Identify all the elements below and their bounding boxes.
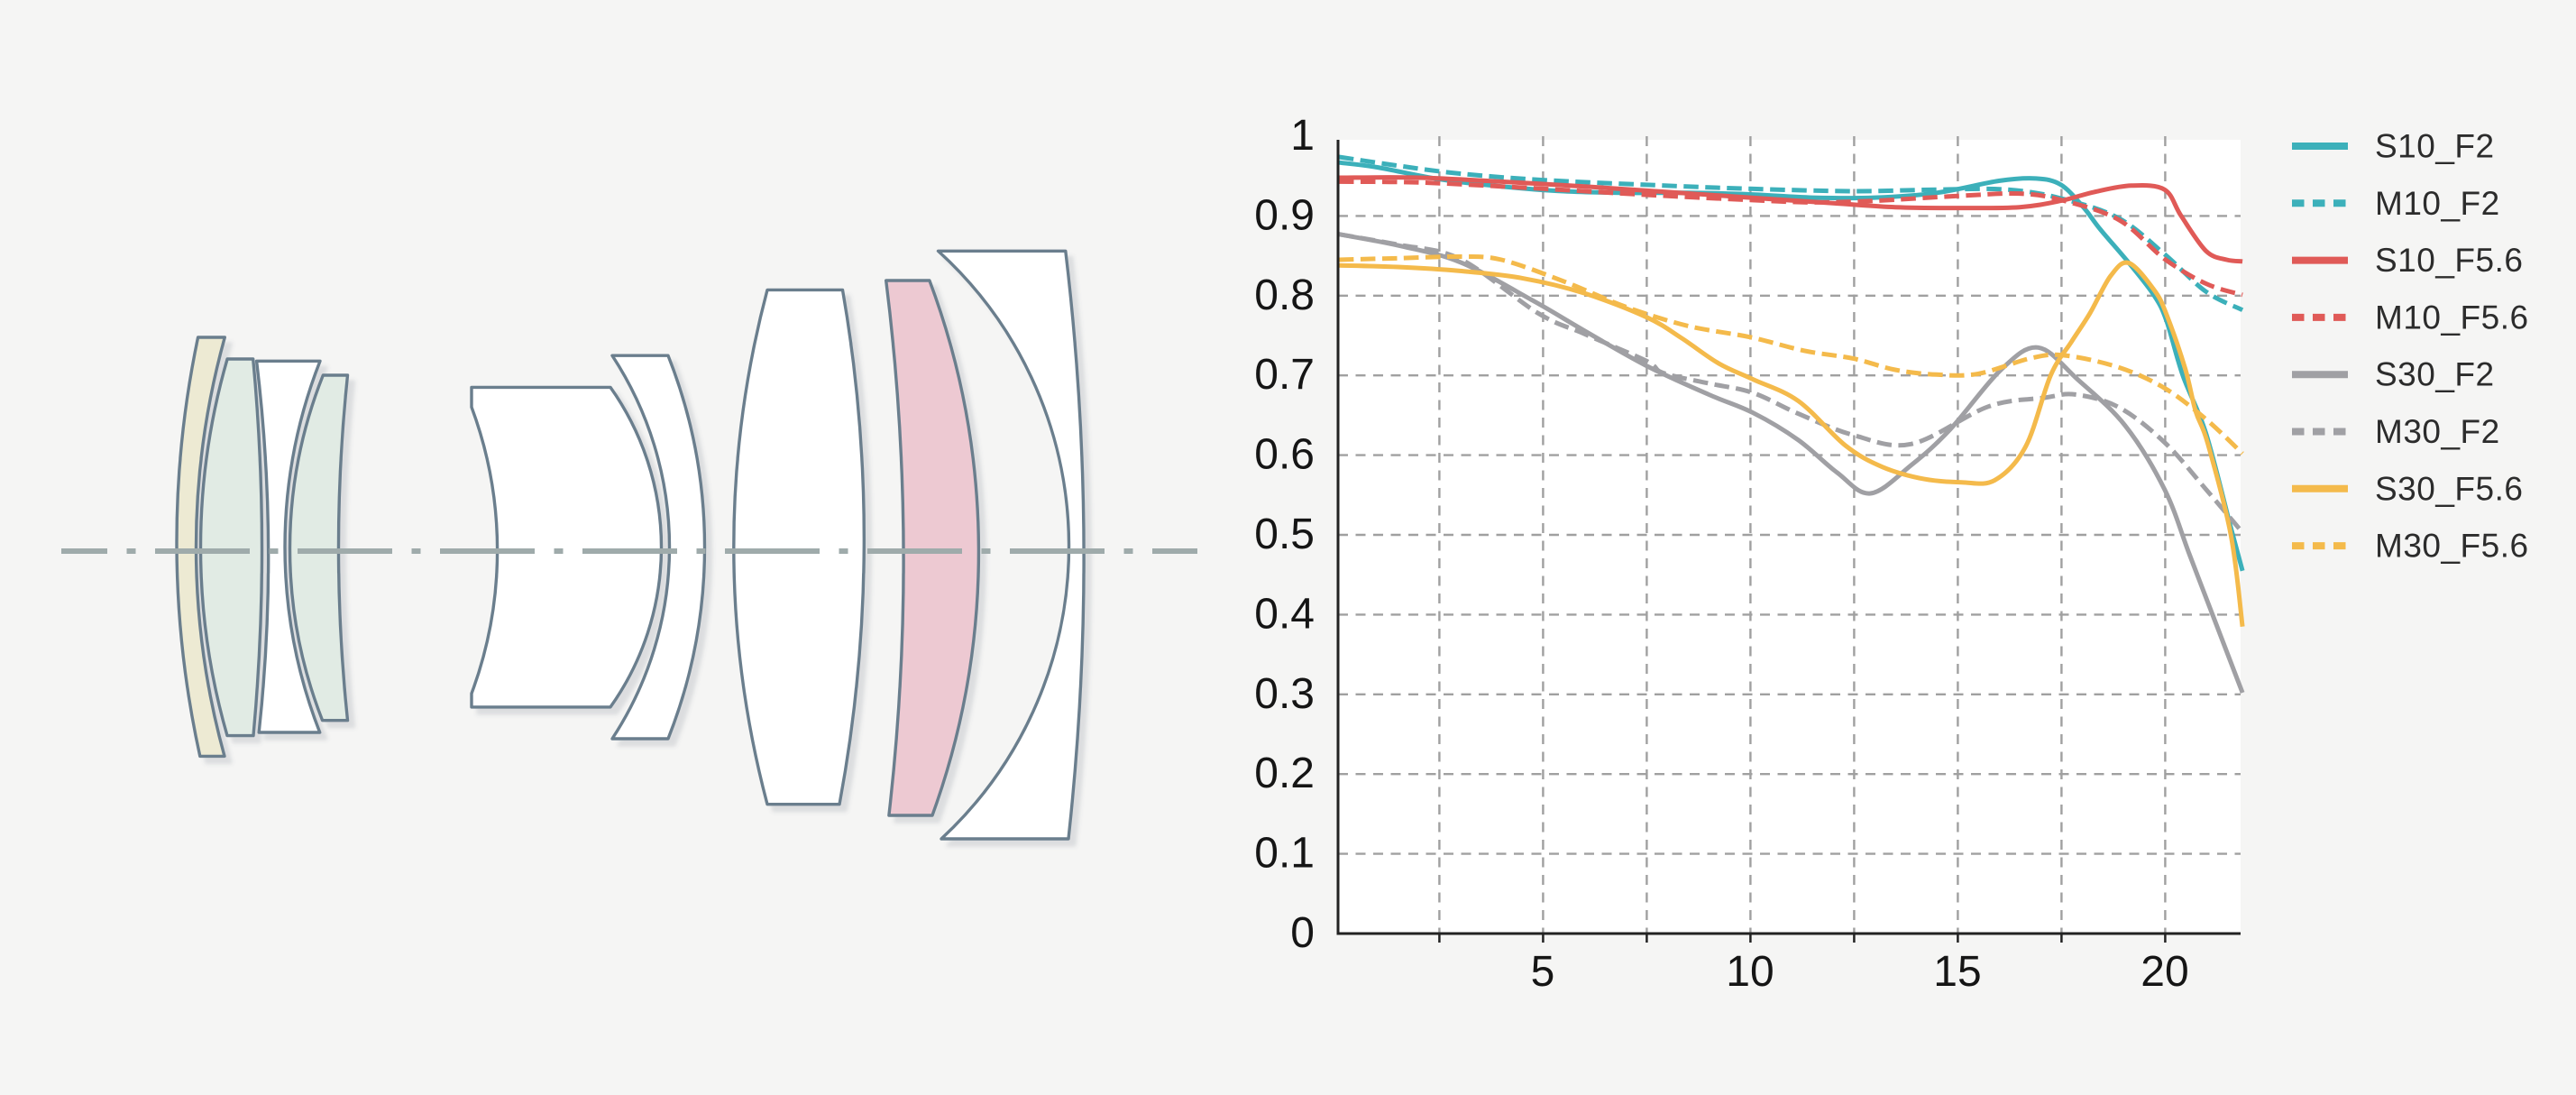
svg-text:S10_F2: S10_F2 (2375, 128, 2495, 165)
svg-text:M10_F5.6: M10_F5.6 (2375, 299, 2529, 336)
svg-text:M30_F5.6: M30_F5.6 (2375, 528, 2529, 565)
svg-text:0.3: 0.3 (1254, 670, 1315, 718)
svg-text:0.8: 0.8 (1254, 271, 1315, 319)
svg-text:S30_F2: S30_F2 (2375, 356, 2495, 393)
svg-text:M30_F2: M30_F2 (2375, 413, 2500, 450)
svg-text:0.7: 0.7 (1254, 351, 1315, 399)
svg-text:S30_F5.6: S30_F5.6 (2375, 470, 2523, 507)
svg-text:1: 1 (1290, 112, 1315, 160)
svg-text:0.5: 0.5 (1254, 511, 1315, 558)
svg-text:0.4: 0.4 (1254, 590, 1315, 638)
svg-text:15: 15 (1933, 948, 1981, 996)
svg-text:10: 10 (1726, 948, 1774, 996)
svg-text:0.1: 0.1 (1254, 830, 1315, 878)
svg-text:5: 5 (1531, 948, 1555, 996)
svg-text:S10_F5.6: S10_F5.6 (2375, 242, 2523, 279)
svg-text:0.6: 0.6 (1254, 431, 1315, 479)
svg-text:0.2: 0.2 (1254, 750, 1315, 797)
svg-text:0.9: 0.9 (1254, 191, 1315, 239)
svg-text:M10_F2: M10_F2 (2375, 185, 2500, 222)
svg-text:0: 0 (1290, 909, 1315, 957)
svg-text:20: 20 (2141, 948, 2188, 996)
